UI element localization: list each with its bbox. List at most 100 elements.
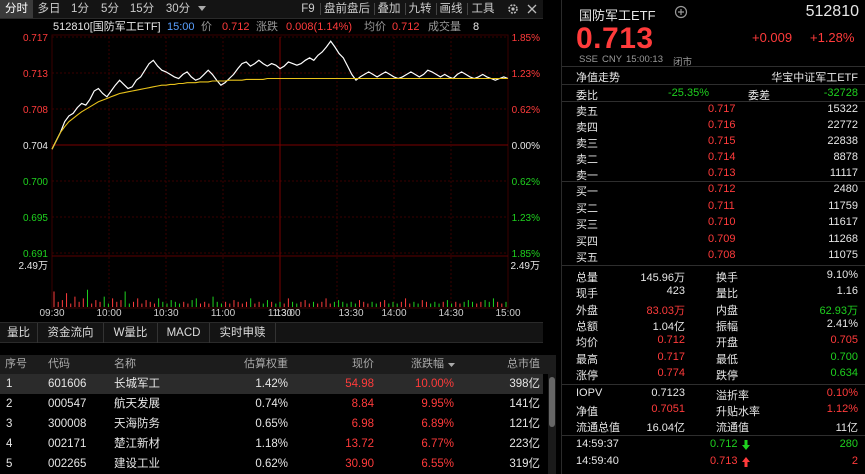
stat-value: 2.41% xyxy=(826,317,858,330)
tab-realtime-subscribe[interactable]: 实时申赎 xyxy=(210,323,276,343)
price-value: 0.712 xyxy=(222,21,250,33)
tab-macd[interactable]: MACD xyxy=(158,323,210,343)
ask-level-label: 卖一 xyxy=(576,170,598,182)
stat-value: 0.717 xyxy=(657,350,685,363)
row-no: 4 xyxy=(6,438,13,450)
tab-5min[interactable]: 5分 xyxy=(101,3,119,15)
bid-price[interactable]: 0.710 xyxy=(708,216,736,228)
bid-price[interactable]: 0.711 xyxy=(708,199,735,212)
iopv-caption: IOPV xyxy=(576,387,603,399)
tab-volume-ratio[interactable]: 量比 xyxy=(0,323,38,343)
star-icon[interactable] xyxy=(674,5,688,22)
iopv-value: 11亿 xyxy=(835,422,858,434)
close-icon[interactable] xyxy=(524,0,540,18)
pre-post-market-button[interactable]: 盘前盘后 xyxy=(324,3,370,15)
bid-level-label: 买二 xyxy=(576,202,598,215)
ask-price[interactable]: 0.717 xyxy=(708,103,736,115)
ask-level-label: 卖五 xyxy=(576,106,598,118)
table-row[interactable]: 2 000547 航天发展 0.74% 8.84 9.95% 141亿 xyxy=(0,394,543,414)
tab-30min[interactable]: 30分 xyxy=(165,3,191,15)
intraday-chart[interactable]: 0.717 1.85% 0.713 1.23% 0.708 0.62% 0.704 0.00%… xyxy=(0,33,543,318)
bid-price[interactable]: 0.708 xyxy=(708,249,736,261)
ask-volume: 8878 xyxy=(833,151,858,163)
gear-icon[interactable] xyxy=(505,0,521,18)
security-code: 512810 xyxy=(805,3,859,20)
y-tick-label: 0.691 xyxy=(23,249,48,260)
volume-caption: 成交量 xyxy=(428,21,461,33)
col-header-weight[interactable]: 估算权重 xyxy=(244,358,288,370)
tab-15min[interactable]: 15分 xyxy=(129,3,155,15)
row-cap: 223亿 xyxy=(509,438,540,450)
row-name: 天海防务 xyxy=(114,418,160,430)
bid-price[interactable]: 0.712 xyxy=(708,183,736,195)
row-no: 2 xyxy=(6,398,13,410)
tab-w-volume-ratio[interactable]: W量比 xyxy=(104,323,158,343)
row-pct: 9.95% xyxy=(421,398,454,410)
x-tick-label: 09:30 xyxy=(39,308,64,318)
iopv-value: 0.7123 xyxy=(651,387,685,399)
table-row[interactable]: 3 300008 天海防务 0.65% 6.98 6.89% 121亿 xyxy=(0,414,543,434)
row-code: 002171 xyxy=(48,438,87,450)
row-price: 30.90 xyxy=(345,458,374,470)
ask-price[interactable]: 0.714 xyxy=(708,151,736,163)
table-row[interactable]: 1 601606 长城军工 1.42% 54.98 10.00% 398亿 xyxy=(0,374,543,394)
stat-caption: 外盘 xyxy=(576,304,598,317)
table-scrollbar-thumb[interactable] xyxy=(549,377,555,427)
tab-multiday[interactable]: 多日 xyxy=(37,3,61,15)
bid-price[interactable]: 0.709 xyxy=(708,232,736,245)
row-pct: 6.89% xyxy=(421,418,454,430)
more-periods-chevron-down-icon[interactable] xyxy=(196,0,208,18)
security-name: 国防军工ETF xyxy=(579,8,656,23)
table-row[interactable]: 5 002265 建设工业 0.62% 30.90 6.55% 319亿 xyxy=(0,454,543,474)
price-line xyxy=(51,40,509,150)
stat-caption: 跌停 xyxy=(716,369,738,382)
bid-volume: 11617 xyxy=(828,216,858,228)
tab-intraday[interactable]: 分时 xyxy=(0,0,33,18)
ask-price[interactable]: 0.716 xyxy=(708,119,736,131)
y-tick-label-pct: 0.62% xyxy=(512,177,540,188)
draw-line-button[interactable]: 画线 xyxy=(439,3,463,15)
nav-trend-link[interactable]: 净值走势 xyxy=(576,72,620,84)
price-change: +0.009 xyxy=(752,30,793,45)
ask-volume: 11117 xyxy=(829,167,858,179)
col-header-name[interactable]: 名称 xyxy=(114,358,136,370)
row-weight: 0.62% xyxy=(255,458,288,470)
avg-value: 0.712 xyxy=(392,21,420,33)
row-code: 002265 xyxy=(48,458,87,470)
table-row[interactable]: 4 002171 楚江新材 1.18% 13.72 6.77% 223亿 xyxy=(0,434,543,454)
stat-caption: 总额 xyxy=(576,320,598,333)
overlay-button[interactable]: 叠加 xyxy=(377,3,401,15)
col-header-price[interactable]: 现价 xyxy=(352,358,374,370)
col-header-no[interactable]: 序号 xyxy=(5,358,27,370)
nine-turn-button[interactable]: 九转 xyxy=(408,3,432,15)
col-header-code[interactable]: 代码 xyxy=(48,358,70,370)
table-scrollbar[interactable] xyxy=(548,374,556,474)
order-ratio-value: -25.35% xyxy=(668,87,709,99)
col-header-cap[interactable]: 总市值 xyxy=(507,358,540,370)
tab-fund-flow[interactable]: 资金流向 xyxy=(38,323,104,343)
row-no: 1 xyxy=(6,378,13,390)
ask-price[interactable]: 0.713 xyxy=(708,167,736,179)
row-pct: 6.77% xyxy=(421,438,454,450)
col-header-pct[interactable]: 涨跌幅 xyxy=(411,358,444,370)
bid-volume: 11075 xyxy=(828,249,858,261)
time-label: 15:00 xyxy=(167,21,195,33)
ask-price[interactable]: 0.715 xyxy=(708,135,736,147)
y-tick-label-pct: 1.85% xyxy=(512,33,540,44)
iopv-value: 0.7051 xyxy=(651,403,685,415)
stat-value: 62.93万 xyxy=(819,304,858,317)
f9-button[interactable]: F9 xyxy=(301,3,315,15)
arrow-down-icon xyxy=(742,440,750,453)
tab-1min[interactable]: 1分 xyxy=(71,3,89,15)
stat-caption: 均价 xyxy=(576,337,598,350)
bid-level-label: 买三 xyxy=(576,219,598,231)
tick-time: 14:59:40 xyxy=(576,455,619,467)
quote-time: 15:00:13 xyxy=(626,54,663,65)
row-code: 000547 xyxy=(48,398,87,410)
bid-level-label: 买五 xyxy=(576,252,598,264)
ask-level-label: 卖四 xyxy=(576,122,598,134)
stat-value: 0.634 xyxy=(830,366,858,379)
tools-button[interactable]: 工具 xyxy=(471,3,495,15)
sort-desc-icon[interactable] xyxy=(448,355,455,374)
row-price: 8.84 xyxy=(351,398,374,410)
